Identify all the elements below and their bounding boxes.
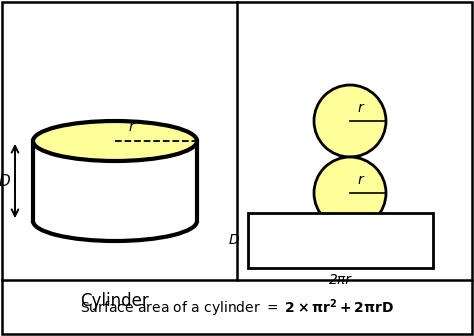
- Bar: [248, 213, 433, 268]
- Text: r: r: [358, 101, 364, 115]
- Text: D: D: [0, 173, 10, 188]
- Text: r: r: [129, 120, 135, 134]
- Text: r: r: [358, 173, 364, 187]
- Ellipse shape: [314, 157, 386, 229]
- Text: Surface area of a cylinder $= \ \mathbf{2 \times \pi r^2 + 2\pi rD}$: Surface area of a cylinder $= \ \mathbf{…: [80, 297, 394, 319]
- Ellipse shape: [33, 121, 197, 161]
- Text: Cylinder: Cylinder: [81, 292, 149, 310]
- Text: 2πr: 2πr: [329, 273, 352, 287]
- Bar: [33, 141, 197, 221]
- Ellipse shape: [314, 85, 386, 157]
- Text: D: D: [228, 234, 239, 248]
